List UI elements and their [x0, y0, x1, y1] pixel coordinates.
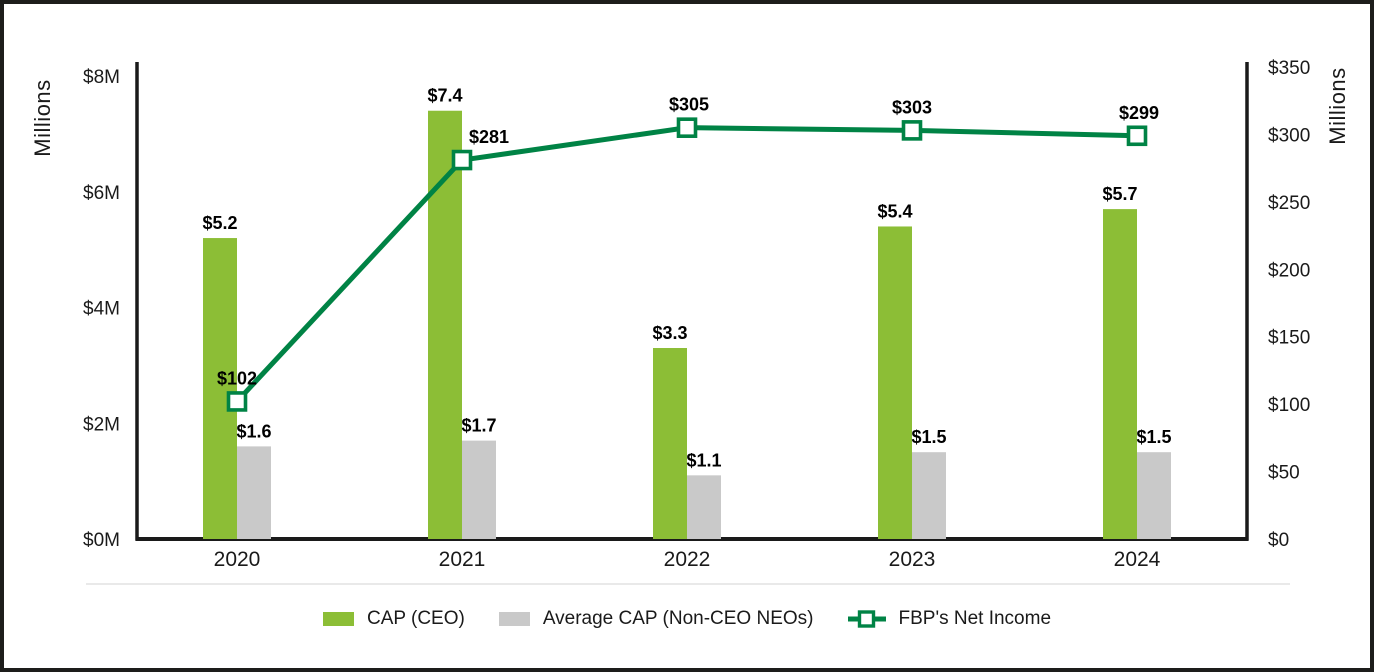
bar-value-label: $5.7 — [1102, 184, 1137, 204]
bar-cap-ceo-2021 — [428, 110, 462, 539]
bar-avg-cap-2022 — [687, 475, 721, 539]
left-axis-tick: $0M — [83, 530, 120, 551]
line-value-label: $303 — [892, 97, 932, 117]
net-income-marker-2020 — [226, 391, 248, 412]
net-income-marker-2022 — [676, 117, 698, 138]
legend-item-net-income: FBP's Net Income — [847, 608, 1052, 630]
net-income-marker-2021 — [451, 149, 473, 171]
right-axis-tick: $50 — [1268, 463, 1300, 484]
bar-avg-cap-2024 — [1137, 452, 1171, 539]
bar-value-label: $3.3 — [652, 323, 687, 343]
right-axis-tick: $0 — [1268, 530, 1289, 551]
left-axis-tick: $6M — [83, 183, 120, 204]
line-value-label: $299 — [1119, 103, 1159, 123]
bar-avg-cap-2021 — [462, 440, 496, 539]
legend-swatch-cap-ceo-icon — [322, 612, 354, 626]
combo-chart: $8M $6M $4M $2M $0M $350 $300 $250 $200 $150 $100 $… — [30, 58, 1350, 571]
left-axis-tick: $2M — [83, 414, 120, 435]
bar-value-label: $1.1 — [686, 450, 721, 470]
right-axis-tick: $150 — [1268, 328, 1310, 349]
x-axis-label-2020: 2020 — [214, 548, 261, 571]
bar-cap-ceo-2020 — [203, 238, 237, 540]
net-income-marker-2024 — [1126, 125, 1148, 147]
left-axis-tick: $8M — [83, 67, 120, 88]
left-axis-tick: $4M — [83, 299, 120, 320]
bar-value-label: $1.6 — [236, 421, 271, 441]
right-axis-tick: $350 — [1268, 58, 1310, 79]
left-axis-title: Millions — [30, 79, 55, 156]
bar-value-label: $1.5 — [1136, 427, 1171, 447]
right-axis-tick: $200 — [1268, 260, 1310, 281]
right-axis-title: Millions — [1325, 67, 1350, 144]
legend-label-avg-cap: Average CAP (Non-CEO NEOs) — [542, 608, 814, 629]
legend-label-cap-ceo: CAP (CEO) — [366, 608, 465, 629]
legend-line-marker-icon — [847, 610, 886, 628]
bar-cap-ceo-2022 — [653, 348, 687, 539]
x-axis-label-2022: 2022 — [664, 548, 711, 571]
net-income-marker-2023 — [901, 120, 923, 141]
bar-avg-cap-2023 — [912, 452, 946, 539]
legend-label-net-income: FBP's Net Income — [898, 608, 1052, 629]
x-axis-label-2024: 2024 — [1114, 548, 1161, 571]
line-value-label: $305 — [669, 95, 709, 115]
bar-cap-ceo-2024 — [1103, 209, 1137, 540]
legend-item-cap-ceo: CAP (CEO) — [322, 608, 465, 630]
legend-item-avg-cap: Average CAP (Non-CEO NEOs) — [498, 608, 814, 630]
legend-separator — [86, 583, 1290, 585]
x-axis-label-2021: 2021 — [439, 548, 486, 571]
line-value-label: $281 — [469, 127, 509, 147]
bar-value-label: $7.4 — [427, 86, 462, 106]
legend-swatch-avg-cap-icon — [498, 612, 530, 626]
legend: CAP (CEO) Average CAP (Non-CEO NEOs) FBP… — [4, 602, 1370, 636]
bar-cap-ceo-2023 — [878, 226, 912, 539]
bar-value-label: $1.5 — [911, 427, 946, 447]
right-axis-tick: $250 — [1268, 193, 1310, 214]
bar-avg-cap-2020 — [237, 446, 271, 539]
line-value-label: $102 — [217, 368, 257, 388]
right-axis-tick: $300 — [1268, 125, 1310, 146]
bar-value-label: $5.4 — [877, 201, 912, 221]
x-axis-label-2023: 2023 — [889, 548, 936, 571]
right-axis-tick: $100 — [1268, 395, 1310, 416]
bar-value-label: $5.2 — [202, 213, 237, 233]
bar-value-label: $1.7 — [461, 416, 496, 436]
